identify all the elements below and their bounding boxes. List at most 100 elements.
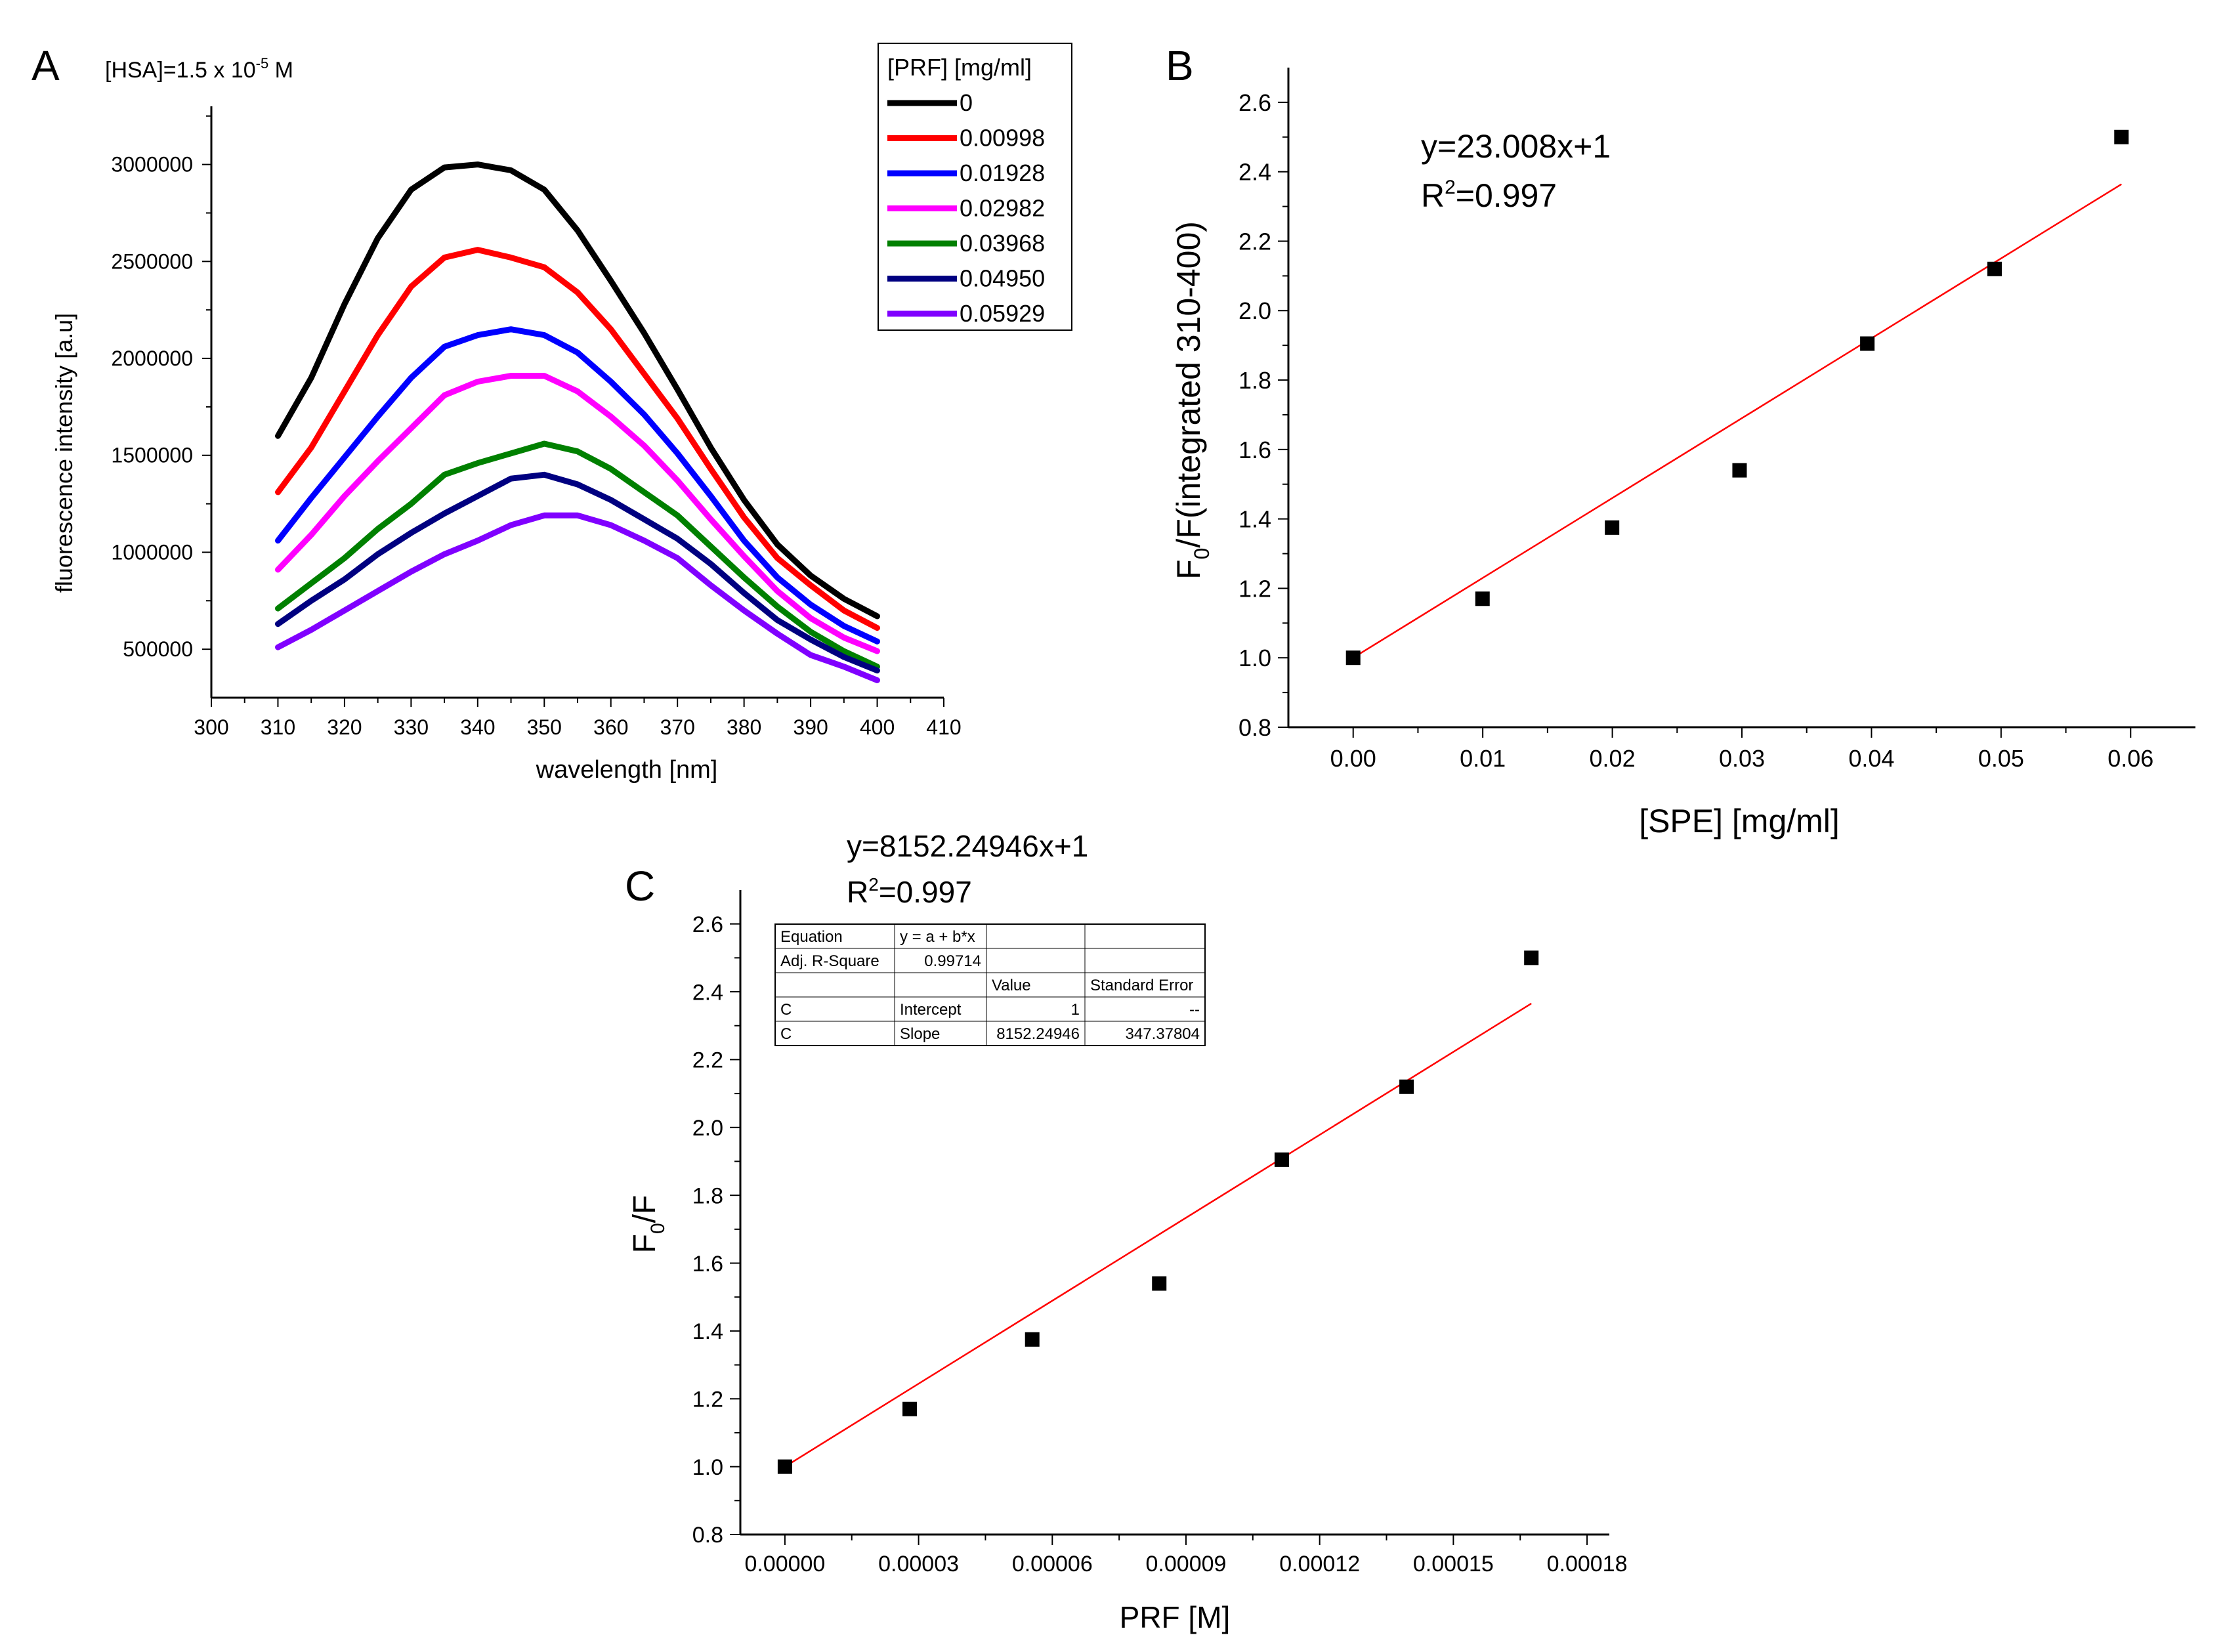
y-tick-label: 1.8 bbox=[692, 1183, 723, 1208]
stats-table-frame bbox=[774, 923, 1206, 1046]
stats-cell: Slope bbox=[900, 1025, 940, 1043]
legend-label-0: 0 bbox=[960, 89, 973, 116]
data-point-6 bbox=[1524, 950, 1539, 965]
panel-c: C y=8152.24946x+1 R2=0.997 0.00000 0.0000… bbox=[625, 829, 1628, 1634]
data-point-5 bbox=[1987, 261, 2002, 276]
panel-c-x-axis-label: PRF [M] bbox=[1120, 1600, 1231, 1634]
legend-label-1: 0.00998 bbox=[960, 125, 1045, 152]
stats-cell: y = a + b*x bbox=[900, 928, 975, 946]
panel-c-stats-table: Equation y = a + b*x Adj. R-Square 0.99714 V… bbox=[774, 923, 1206, 1046]
stats-cell: -- bbox=[1189, 1001, 1200, 1019]
x-tick-label: 0.00009 bbox=[1146, 1552, 1227, 1577]
data-point-6 bbox=[2114, 129, 2129, 144]
y-tick-label: 2.0 bbox=[692, 1116, 723, 1141]
x-tick-label: 370 bbox=[660, 715, 694, 739]
fit-line bbox=[784, 1002, 1532, 1468]
stats-cell: Adj. R-Square bbox=[780, 952, 879, 970]
y-tick-label: 2.4 bbox=[692, 980, 723, 1005]
stats-cell: 0.99714 bbox=[924, 952, 981, 970]
y-tick-label: 0.8 bbox=[1239, 714, 1271, 741]
legend-box bbox=[878, 43, 1072, 331]
stats-cell: Intercept bbox=[900, 1001, 962, 1019]
y-tick-label: 1.0 bbox=[1239, 645, 1271, 671]
panel-c-equation: y=8152.24946x+1 bbox=[847, 829, 1088, 863]
y-tick-label: 1500000 bbox=[111, 444, 193, 467]
x-tick-label: 0.06 bbox=[2107, 745, 2153, 772]
x-tick-label: 0.02 bbox=[1590, 745, 1636, 772]
panel-c-label: C bbox=[625, 862, 655, 910]
stats-cell: Equation bbox=[780, 928, 843, 946]
data-point-4 bbox=[1860, 336, 1875, 351]
y-tick-label: 3000000 bbox=[111, 153, 193, 177]
data-point-1 bbox=[902, 1401, 918, 1416]
x-tick-label: 0.04 bbox=[1848, 745, 1894, 772]
x-tick-label: 390 bbox=[793, 715, 828, 739]
panel-a-legend: [PRF] [mg/ml] 0 0.00998 0.01928 0.02982 0.03… bbox=[878, 43, 1072, 331]
panel-b-r-squared: R2=0.997 bbox=[1421, 177, 1557, 214]
x-tick-label: 330 bbox=[394, 715, 429, 739]
x-tick-label: 380 bbox=[727, 715, 761, 739]
series-line-1 bbox=[275, 247, 880, 631]
panel-a: A [HSA]=1.5 x 10-5 M 300 310 320 330 340 350 3… bbox=[32, 42, 1072, 784]
data-point-4 bbox=[1274, 1152, 1289, 1167]
y-tick-label: 1.6 bbox=[1239, 436, 1271, 463]
series-line-0 bbox=[275, 161, 880, 620]
legend-label-2: 0.01928 bbox=[960, 159, 1045, 186]
series-line-3 bbox=[275, 373, 880, 654]
series-line-2 bbox=[275, 326, 880, 645]
y-tick-label: 2.0 bbox=[1239, 297, 1271, 324]
legend-items: 0 0.00998 0.01928 0.02982 0.03968 0.04950 0.05… bbox=[887, 89, 1045, 327]
panel-c-axes: 0.00000 0.00003 0.00006 0.00009 0.00012 0.000… bbox=[692, 890, 1628, 1577]
stats-cell: 8152.24946 bbox=[996, 1025, 1080, 1043]
x-tick-label: 300 bbox=[194, 715, 228, 739]
stats-cell: 1 bbox=[1071, 1001, 1080, 1019]
y-tick-label: 2.6 bbox=[1239, 89, 1271, 116]
stats-cell: 347.37804 bbox=[1126, 1025, 1200, 1043]
y-tick-label: 1.2 bbox=[692, 1387, 723, 1412]
legend-label-5: 0.04950 bbox=[960, 265, 1045, 292]
y-tick-label: 1.2 bbox=[1239, 575, 1271, 602]
x-tick-label: 400 bbox=[860, 715, 895, 739]
data-point-2 bbox=[1025, 1332, 1040, 1347]
x-tick-label: 0.01 bbox=[1460, 745, 1506, 772]
y-tick-label: 1.6 bbox=[692, 1252, 723, 1277]
data-point-1 bbox=[1475, 591, 1490, 606]
x-tick-label: 0.00 bbox=[1330, 745, 1376, 772]
x-tick-label: 0.00000 bbox=[744, 1552, 825, 1577]
x-tick-label: 0.00015 bbox=[1413, 1552, 1494, 1577]
y-tick-label: 2000000 bbox=[111, 347, 193, 370]
panel-b-fit-line-group bbox=[1353, 183, 2122, 659]
panel-a-annotation: [HSA]=1.5 x 10-5 M bbox=[105, 55, 293, 83]
stats-cell: C bbox=[780, 1001, 792, 1019]
stats-cell: Value bbox=[992, 977, 1031, 994]
panel-b-x-axis-label: [SPE] [mg/ml] bbox=[1639, 803, 1840, 839]
y-tick-label: 2.2 bbox=[1239, 228, 1271, 255]
x-tick-label: 0.05 bbox=[1978, 745, 2024, 772]
panel-b: B 0.00 0.01 0.02 0.03 0.04 0.05 0.06 0.8 1.0 1.2 1… bbox=[1166, 42, 2195, 839]
x-tick-label: 310 bbox=[261, 715, 295, 739]
stats-cell: C bbox=[780, 1025, 792, 1043]
legend-label-4: 0.03968 bbox=[960, 230, 1045, 257]
y-tick-label: 1.4 bbox=[692, 1319, 723, 1344]
series-line-4 bbox=[275, 440, 880, 670]
panel-c-points bbox=[777, 950, 1539, 1474]
y-tick-label: 2500000 bbox=[111, 249, 193, 273]
series-line-6 bbox=[275, 512, 880, 683]
y-tick-label: 1000000 bbox=[111, 540, 193, 564]
data-point-2 bbox=[1605, 520, 1620, 535]
y-tick-label: 500000 bbox=[123, 637, 193, 661]
panel-b-axes: 0.00 0.01 0.02 0.03 0.04 0.05 0.06 0.8 1.0 1.2 1.4… bbox=[1239, 68, 2195, 772]
panel-a-y-axis-label: fluorescence intensity [a.u] bbox=[51, 313, 77, 593]
y-tick-label: 2.6 bbox=[692, 912, 723, 937]
x-tick-label: 0.00003 bbox=[878, 1552, 959, 1577]
x-tick-label: 0.03 bbox=[1719, 745, 1765, 772]
series-line-5 bbox=[275, 471, 880, 674]
panel-a-axes: 300 310 320 330 340 350 360 370 380 390 400 410 5000… bbox=[111, 106, 962, 739]
legend-label-3: 0.02982 bbox=[960, 195, 1045, 222]
x-tick-label: 360 bbox=[593, 715, 628, 739]
data-point-3 bbox=[1152, 1276, 1167, 1291]
panel-b-label: B bbox=[1166, 42, 1194, 89]
panel-b-points bbox=[1345, 129, 2129, 666]
panel-c-r-squared: R2=0.997 bbox=[847, 874, 972, 909]
